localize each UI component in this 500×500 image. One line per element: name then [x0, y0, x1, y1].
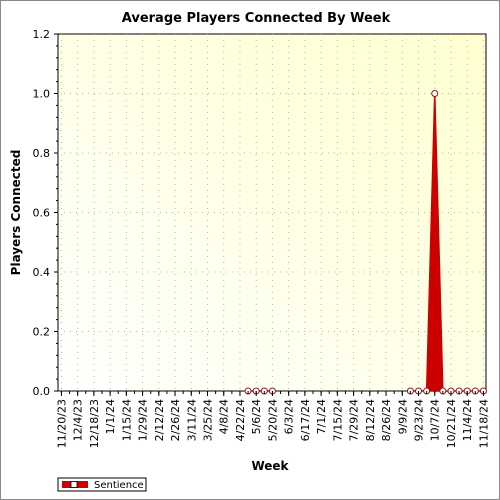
legend-marker-sentience [70, 481, 78, 488]
x-tick-label: 2/12/24 [153, 399, 166, 441]
x-tick-label: 4/22/24 [234, 399, 247, 441]
y-tick-label: 1.0 [33, 88, 51, 101]
x-tick-label: 11/4/24 [461, 399, 474, 441]
data-point-sentience [431, 90, 439, 97]
x-tick-label: 7/1/24 [315, 399, 328, 434]
y-tick-label: 1.2 [33, 28, 51, 41]
x-tick-label: 6/3/24 [283, 399, 296, 434]
y-tick-label: 0.8 [33, 147, 51, 160]
x-tick-label: 7/15/24 [331, 399, 344, 441]
y-tick-label: 0.0 [33, 385, 51, 398]
x-tick-label: 1/1/24 [104, 399, 117, 434]
axes: 0.0 0.2 0.4 0.6 0.8 1.0 1.2 11/20/23 12/4/23 12/1… [33, 28, 491, 448]
x-tick-label: 1/15/24 [120, 399, 133, 441]
x-tick-label: 1/29/24 [137, 399, 150, 441]
y-tick-label: 0.4 [33, 266, 51, 279]
x-tick-label: 12/18/23 [88, 399, 101, 448]
x-tick-label: 7/29/24 [348, 399, 361, 441]
x-tick-label: 4/8/24 [218, 399, 231, 434]
x-tick-label: 6/17/24 [299, 399, 312, 441]
legend-label-sentience: Sentience [94, 480, 144, 491]
y-axis-title: Players Connected [9, 150, 23, 276]
y-tick-label: 0.2 [33, 326, 51, 339]
x-tick-label: 10/7/24 [429, 399, 442, 441]
chart-title: Average Players Connected By Week [122, 11, 391, 26]
x-tick-label: 8/26/24 [380, 399, 393, 441]
plot-area [57, 33, 487, 392]
x-tick-label: 11/18/24 [477, 399, 490, 448]
x-tick-label: 9/23/24 [413, 399, 426, 441]
x-tick-label: 2/26/24 [169, 399, 182, 441]
x-tick-label: 12/4/23 [72, 399, 85, 441]
x-tick-label: 8/12/24 [364, 399, 377, 441]
legend: Sentience [57, 477, 147, 492]
x-axis-title: Week [251, 459, 289, 473]
x-tick-label: 3/25/24 [202, 399, 215, 441]
x-tick-label: 11/20/23 [55, 399, 68, 448]
x-tick-label: 5/20/24 [266, 399, 279, 441]
x-tick-label: 10/21/24 [445, 399, 458, 448]
y-tick-label: 0.6 [33, 207, 51, 220]
x-tick-label: 5/6/24 [250, 399, 263, 434]
x-tick-label: 3/11/24 [185, 399, 198, 441]
x-tick-label: 9/9/24 [396, 399, 409, 434]
